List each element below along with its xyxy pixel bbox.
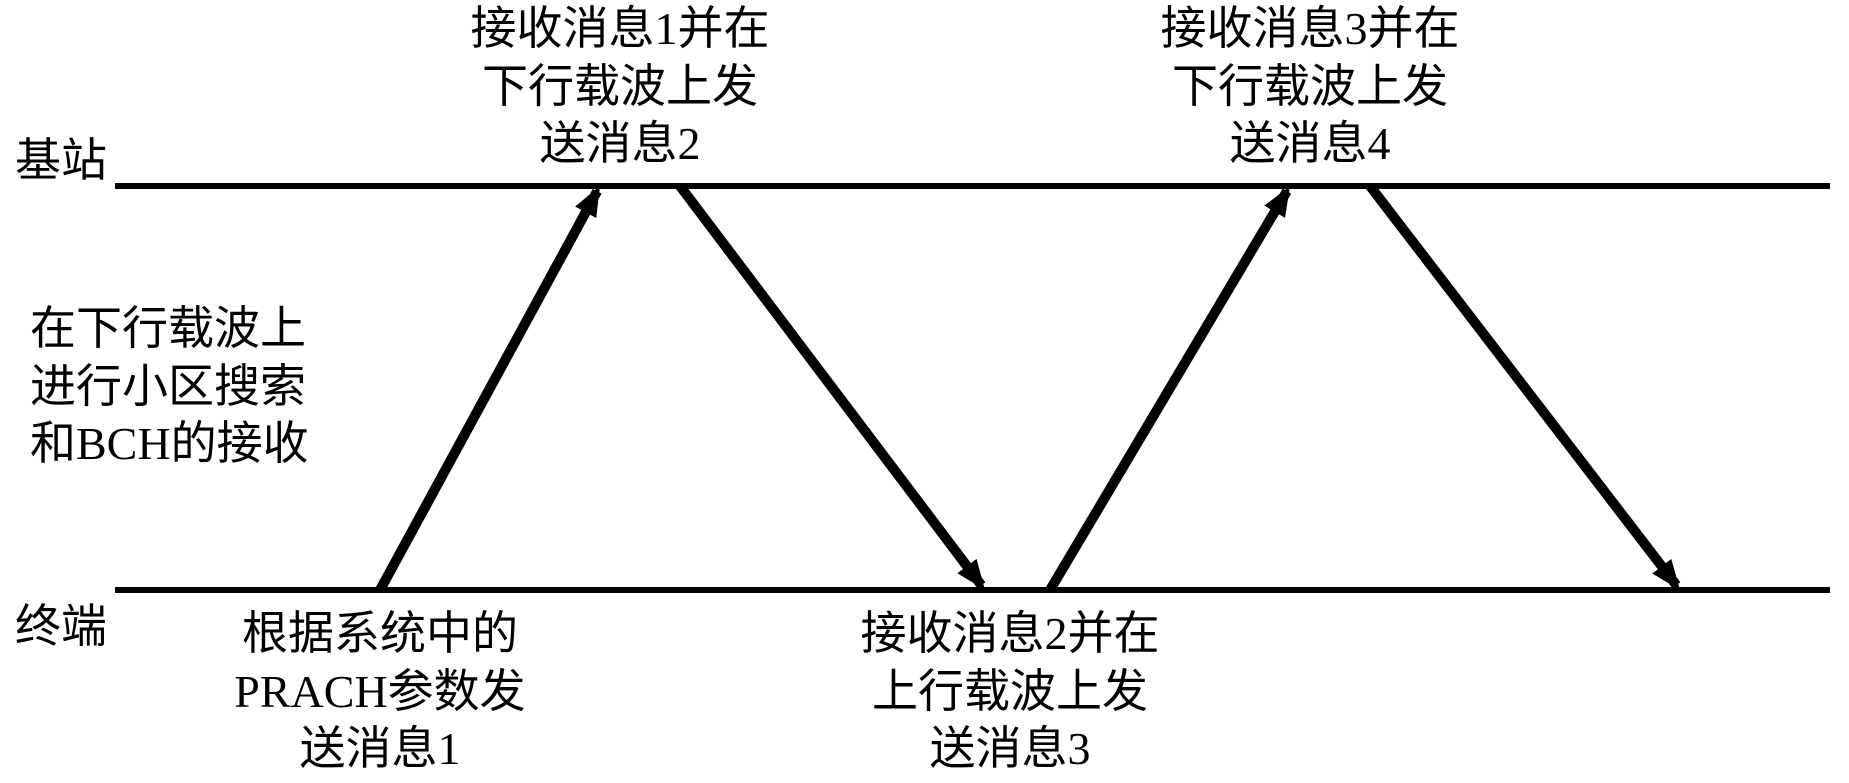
event-label-msg1_recv_msg2_send: 接收消息1并在 下行载波上发 送消息2 — [459, 0, 781, 173]
event-label-msg1_send: 根据系统中的 PRACH参数发 送消息1 — [196, 605, 564, 778]
actor-label-top: 基站 — [15, 132, 107, 190]
side-note: 在下行载波上 进行小区搜索 和BCH的接收 — [30, 300, 309, 473]
actor-label-bottom: 终端 — [15, 598, 107, 656]
event-label-msg2_recv_msg3_send: 接收消息2并在 上行载波上发 送消息3 — [849, 605, 1171, 778]
event-label-msg3_recv_msg4_send: 接收消息3并在 下行载波上发 送消息4 — [1149, 0, 1471, 173]
